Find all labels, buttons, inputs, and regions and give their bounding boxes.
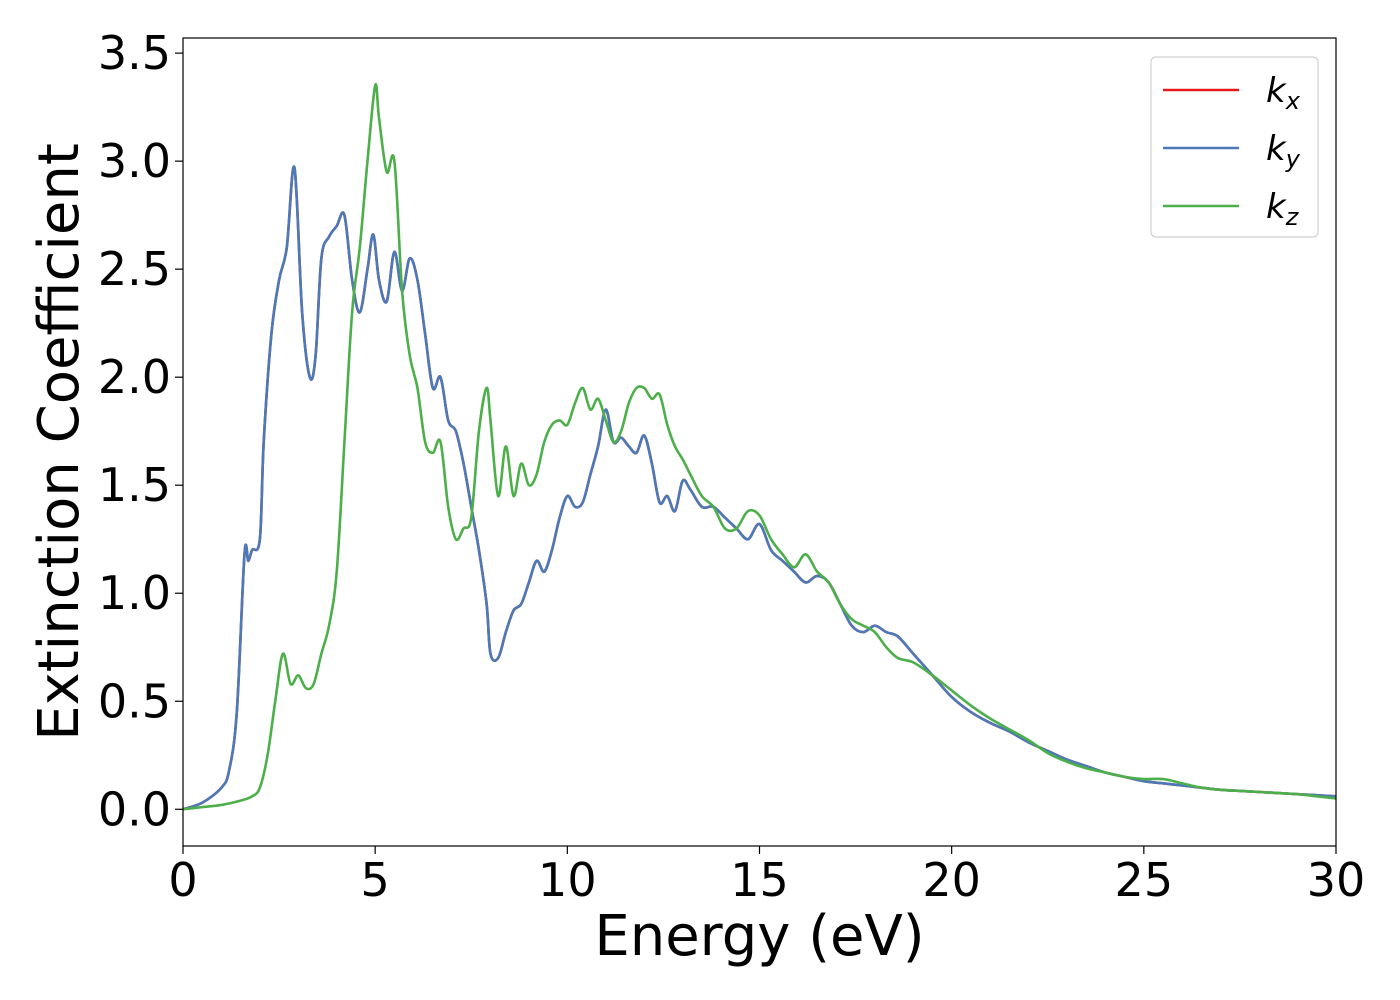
x-tick-label: 10 <box>538 853 597 907</box>
y-tick-label: 2.0 <box>98 350 171 404</box>
x-tick-label: 5 <box>361 853 390 907</box>
y-tick-label: 1.0 <box>98 566 171 620</box>
series-line-ky <box>183 165 1336 811</box>
y-tick-label: 0.0 <box>98 782 171 836</box>
legend: kx ky kz <box>1150 56 1319 238</box>
x-tick-label: 25 <box>1115 853 1174 907</box>
y-tick-label: 2.5 <box>98 242 171 296</box>
y-axis-title: Extinction Coefficient <box>27 143 92 741</box>
y-tick-label: 3.5 <box>98 26 171 80</box>
y-tick-label: 0.5 <box>98 674 171 728</box>
series-line-kz <box>183 82 1336 811</box>
x-axis: 0 5 10 15 20 25 30 <box>168 846 1365 907</box>
y-tick-label: 1.5 <box>98 458 171 512</box>
y-tick-label: 3.0 <box>98 134 171 188</box>
legend-label-kz: kz <box>1266 187 1300 231</box>
x-tick-label: 0 <box>168 853 197 907</box>
x-tick-label: 20 <box>922 853 981 907</box>
legend-label-ky: ky <box>1266 129 1301 173</box>
x-axis-title: Energy (eV) <box>594 904 924 969</box>
legend-label-kx: kx <box>1266 71 1301 115</box>
y-axis: 0.0 0.5 1.0 1.5 2.0 2.5 3.0 3.5 <box>98 26 183 836</box>
series-layer <box>183 82 1336 811</box>
x-tick-label: 30 <box>1307 853 1366 907</box>
x-tick-label: 15 <box>730 853 789 907</box>
